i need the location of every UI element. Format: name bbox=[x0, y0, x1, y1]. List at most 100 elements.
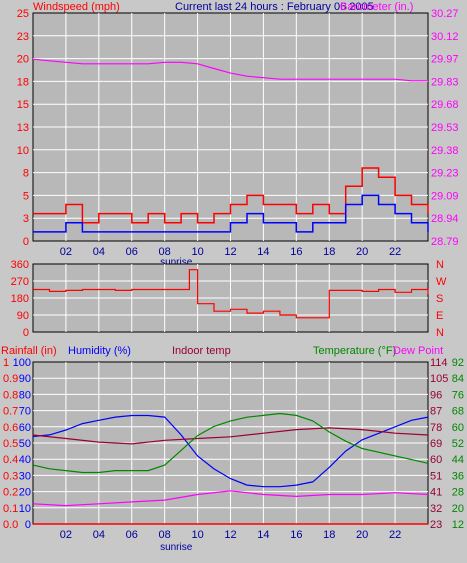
wind-x-tick-label: 10 bbox=[191, 246, 203, 258]
wind-gust-series bbox=[33, 167, 429, 224]
temp-x-tick-label: 08 bbox=[159, 529, 171, 541]
humidity-tick-label: 70 bbox=[19, 406, 31, 418]
rain-tick-label: 1 bbox=[3, 357, 9, 369]
temperature-tick-label: 12 bbox=[452, 519, 464, 531]
wind-x-tick-label: 02 bbox=[60, 246, 72, 258]
direction-compass-label: N bbox=[436, 327, 444, 339]
temperature-tick-label: 20 bbox=[452, 503, 464, 515]
temp-x-tick-label: 06 bbox=[126, 529, 138, 541]
chart-title: Current last 24 hours : February 06 2005 bbox=[175, 1, 374, 13]
rain-tick-label: 0.2 bbox=[3, 487, 18, 499]
temp-x-tick-label: 16 bbox=[290, 529, 302, 541]
humidity-tick-label: 20 bbox=[19, 487, 31, 499]
barometer-tick-label: 29.38 bbox=[431, 145, 459, 157]
wind-x-tick-label: 18 bbox=[323, 246, 335, 258]
indoor-tick-label: 105 bbox=[430, 373, 448, 385]
temp-x-tick-label: 20 bbox=[356, 529, 368, 541]
temp-sunrise-label: sunrise bbox=[160, 542, 193, 553]
direction-compass-label: W bbox=[436, 276, 447, 288]
temperature-tick-label: 76 bbox=[452, 389, 464, 401]
rain-tick-label: 0.9 bbox=[3, 373, 18, 385]
wind-tick-label: 0 bbox=[23, 236, 29, 248]
indoor-tick-label: 41 bbox=[430, 487, 442, 499]
temp-x-tick-label: 18 bbox=[323, 529, 335, 541]
temperature-tick-label: 28 bbox=[452, 487, 464, 499]
rain-tick-label: 0.6 bbox=[3, 422, 18, 434]
wind-average-series bbox=[33, 194, 429, 233]
temperature-series bbox=[32, 412, 429, 474]
barometer-tick-label: 28.94 bbox=[431, 213, 459, 225]
temp-x-tick-label: 12 bbox=[224, 529, 236, 541]
temperature-axis-title: Temperature (°F) bbox=[313, 345, 396, 357]
dewpoint-axis-title: Dew Point bbox=[393, 345, 443, 357]
direction-tick-label: 270 bbox=[11, 276, 29, 288]
direction-compass-label: N bbox=[436, 259, 444, 271]
indoor-temp-axis-title: Indoor temp bbox=[172, 345, 231, 357]
wind-x-tick-label: 20 bbox=[356, 246, 368, 258]
temperature-tick-label: 44 bbox=[452, 454, 464, 466]
barometer-tick-label: 30.12 bbox=[431, 31, 459, 43]
barometer-series bbox=[32, 58, 428, 82]
wind-tick-label: 5 bbox=[23, 190, 29, 202]
wind-x-tick-label: 06 bbox=[126, 246, 138, 258]
wind-tick-label: 18 bbox=[17, 76, 29, 88]
humidity-tick-label: 50 bbox=[19, 438, 31, 450]
direction-compass-label: S bbox=[436, 293, 443, 305]
indoor-tick-label: 114 bbox=[430, 357, 448, 369]
indoor-tick-label: 23 bbox=[430, 519, 442, 531]
temp-x-tick-label: 10 bbox=[191, 529, 203, 541]
rain-tick-label: 0.1 bbox=[3, 503, 18, 515]
rain-tick-label: 0.3 bbox=[3, 470, 18, 482]
direction-tick-label: 90 bbox=[17, 310, 29, 322]
temperature-tick-label: 52 bbox=[452, 438, 464, 450]
temperature-tick-label: 92 bbox=[452, 357, 464, 369]
humidity-tick-label: 100 bbox=[13, 357, 31, 369]
direction-tick-label: 180 bbox=[11, 293, 29, 305]
wind-tick-label: 10 bbox=[17, 145, 29, 157]
rain-tick-label: 0.5 bbox=[3, 438, 18, 450]
indoor-tick-label: 96 bbox=[430, 389, 442, 401]
wind-direction-series bbox=[33, 269, 429, 319]
barometer-tick-label: 29.23 bbox=[431, 168, 459, 180]
wind-tick-label: 8 bbox=[23, 168, 29, 180]
wind-tick-label: 23 bbox=[17, 31, 29, 43]
temp-x-tick-label: 22 bbox=[389, 529, 401, 541]
humidity-tick-label: 0 bbox=[25, 519, 31, 531]
rain-tick-label: 0.8 bbox=[3, 389, 18, 401]
indoor-tick-label: 78 bbox=[430, 422, 442, 434]
rain-tick-label: 0.7 bbox=[3, 406, 18, 418]
wind-x-tick-label: 08 bbox=[159, 246, 171, 258]
temperature-tick-label: 60 bbox=[452, 422, 464, 434]
wind-x-tick-label: 14 bbox=[257, 246, 269, 258]
barometer-tick-label: 29.09 bbox=[431, 190, 459, 202]
wind-tick-label: 3 bbox=[23, 213, 29, 225]
dewpoint-series bbox=[32, 490, 429, 507]
direction-compass-label: E bbox=[436, 310, 443, 322]
humidity-tick-label: 60 bbox=[19, 422, 31, 434]
barometer-tick-label: 29.97 bbox=[431, 54, 459, 66]
rain-tick-label: 0.0 bbox=[3, 519, 18, 531]
temperature-tick-label: 68 bbox=[452, 406, 464, 418]
direction-tick-label: 360 bbox=[11, 259, 29, 271]
indoor-tick-label: 51 bbox=[430, 470, 442, 482]
wind-tick-label: 15 bbox=[17, 99, 29, 111]
wind-tick-label: 25 bbox=[17, 8, 29, 20]
barometer-tick-label: 30.27 bbox=[431, 8, 459, 20]
wind-x-tick-label: 16 bbox=[290, 246, 302, 258]
indoor-temp-series bbox=[32, 427, 429, 445]
wind-tick-label: 20 bbox=[17, 54, 29, 66]
temperature-tick-label: 84 bbox=[452, 373, 464, 385]
wind-x-tick-label: 12 bbox=[224, 246, 236, 258]
direction-tick-label: 0 bbox=[23, 327, 29, 339]
wind-x-tick-label: 04 bbox=[93, 246, 105, 258]
humidity-tick-label: 90 bbox=[19, 373, 31, 385]
barometer-tick-label: 28.79 bbox=[431, 236, 459, 248]
barometer-tick-label: 29.83 bbox=[431, 76, 459, 88]
temperature-tick-label: 36 bbox=[452, 470, 464, 482]
rainfall-axis-title: Rainfall (in) bbox=[1, 345, 57, 357]
indoor-tick-label: 69 bbox=[430, 438, 442, 450]
barometer-tick-label: 29.68 bbox=[431, 99, 459, 111]
barometer-tick-label: 29.53 bbox=[431, 122, 459, 134]
humidity-tick-label: 30 bbox=[19, 470, 31, 482]
